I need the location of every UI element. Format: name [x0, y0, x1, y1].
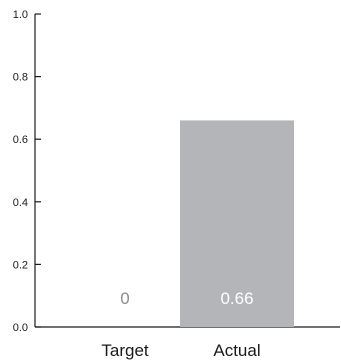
y-tick-label: 0.8 — [13, 72, 28, 84]
y-axis: 0.0 0.2 0.4 0.6 0.8 1.0 — [13, 9, 41, 334]
category-labels: Target Actual — [101, 341, 260, 360]
bar-actual — [180, 120, 294, 327]
y-tick-label: 0.2 — [13, 259, 28, 271]
category-label-target: Target — [101, 341, 149, 360]
data-label-actual: 0.66 — [220, 289, 253, 308]
data-label-target: 0 — [120, 289, 129, 308]
y-tick-label: 1.0 — [13, 9, 28, 21]
y-tick-label: 0.4 — [13, 197, 28, 209]
bars — [180, 120, 294, 327]
data-labels: 0 0.66 — [120, 289, 253, 308]
y-tick-label: 0.6 — [13, 134, 28, 146]
category-label-actual: Actual — [213, 341, 260, 360]
y-tick-label: 0.0 — [13, 322, 28, 334]
